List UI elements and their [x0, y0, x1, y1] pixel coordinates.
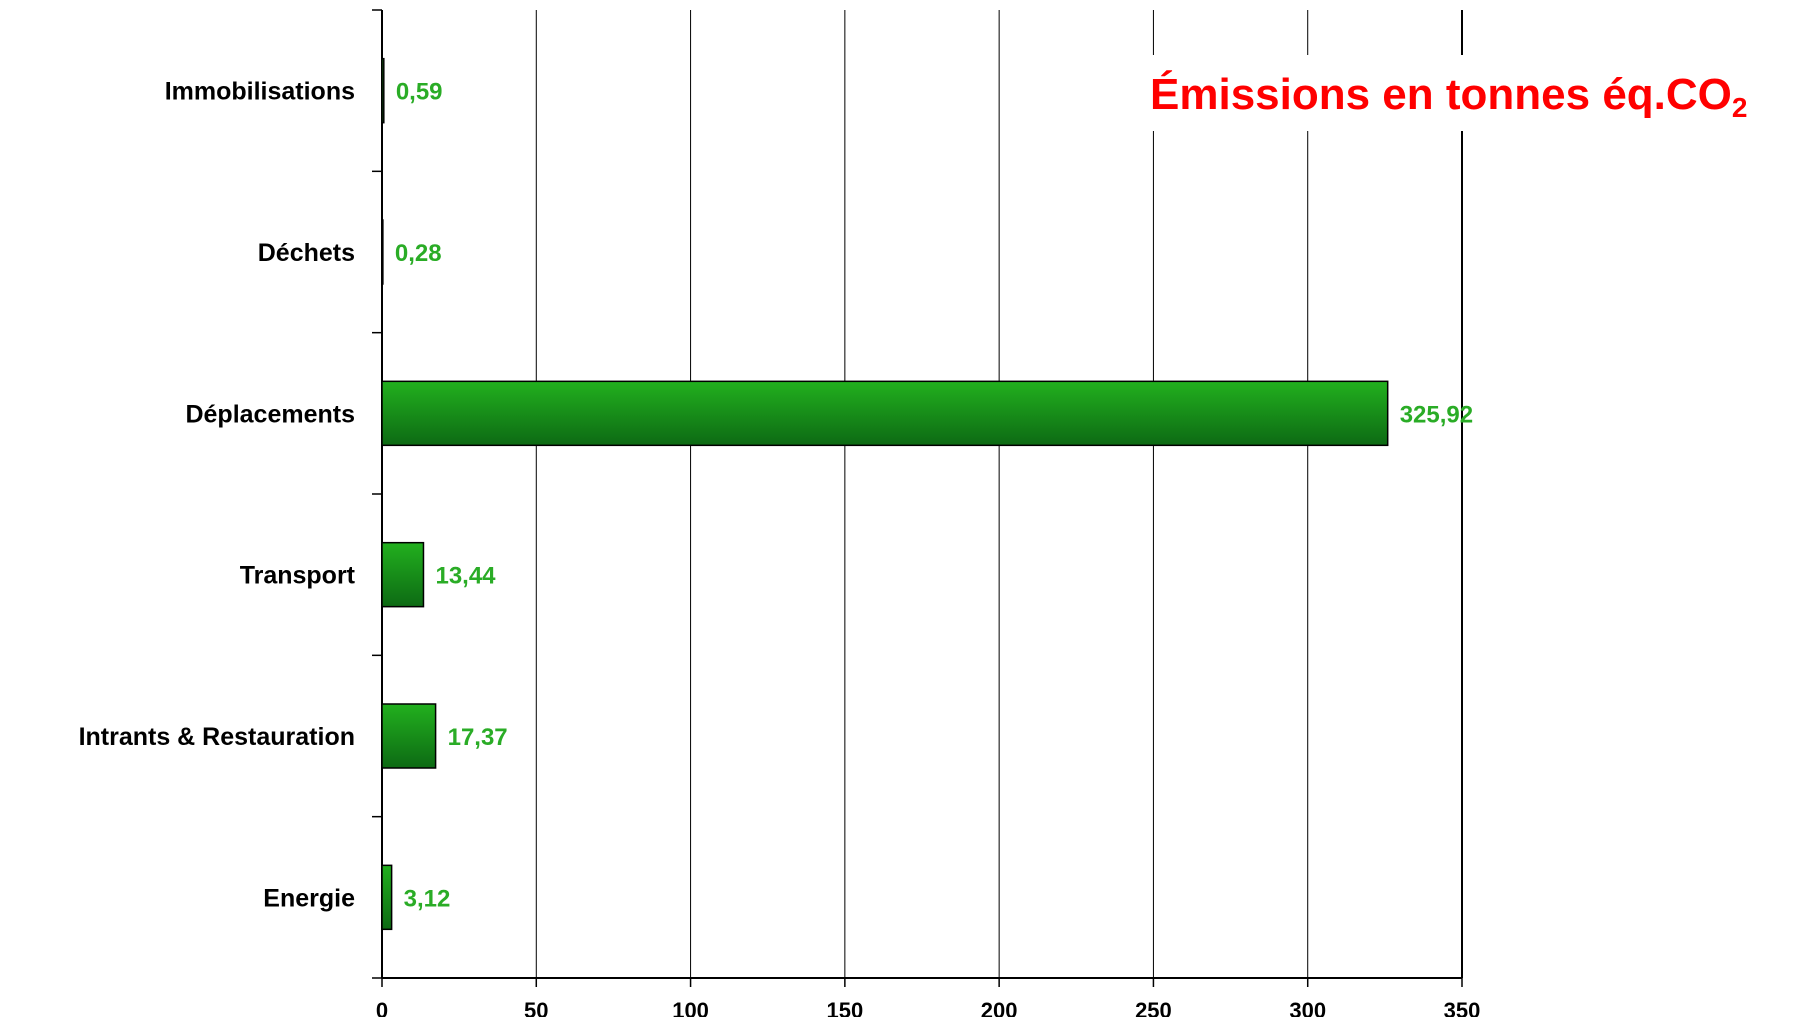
bar	[381, 57, 385, 124]
x-tick-label: 200	[981, 998, 1018, 1017]
bar	[381, 703, 437, 769]
data-label: 13,44	[435, 563, 496, 590]
data-label: 0,28	[395, 240, 442, 267]
data-label: 325,92	[1400, 401, 1473, 428]
chart-title-group: Émissions en tonnes éq.CO2	[1148, 55, 1806, 131]
x-tick-label: 250	[1135, 998, 1172, 1017]
axes	[372, 9, 1463, 987]
x-tick-label: 100	[672, 998, 709, 1017]
x-tick-label: 0	[376, 998, 388, 1017]
chart-title-background	[1148, 55, 1806, 131]
category-label: Immobilisations	[165, 78, 355, 106]
bar	[381, 541, 425, 608]
x-tick-label: 350	[1444, 998, 1481, 1017]
labels: 0 50 100 150 200 250 300 350 Immobilisations 0,59…	[79, 78, 1481, 1017]
bar	[381, 219, 384, 285]
data-label: 0,59	[396, 79, 443, 106]
category-label: Energie	[263, 884, 355, 912]
category-label: Déchets	[258, 239, 355, 267]
x-tick-label: 150	[826, 998, 863, 1017]
x-tick-label: 50	[524, 998, 548, 1017]
category-label: Transport	[240, 562, 356, 590]
category-label: Déplacements	[185, 400, 355, 428]
bar	[381, 380, 1389, 447]
data-label: 3,12	[404, 885, 451, 912]
chart-title: Émissions en tonnes éq.CO2	[1150, 69, 1747, 123]
data-label: 17,37	[448, 724, 508, 751]
category-label: Intrants & Restauration	[79, 723, 355, 751]
bar	[381, 864, 393, 931]
x-tick-label: 300	[1289, 998, 1326, 1017]
bars	[381, 57, 1389, 931]
gridlines	[535, 10, 1463, 978]
